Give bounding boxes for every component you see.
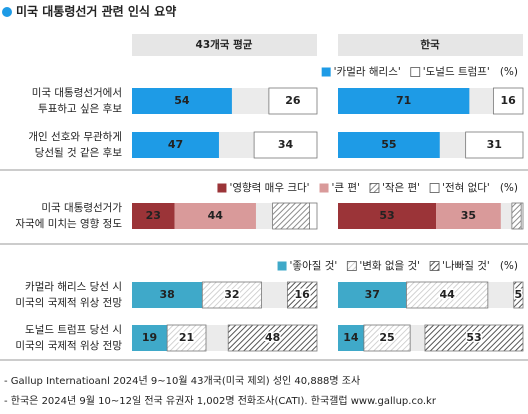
value-label: 55: [381, 138, 396, 151]
bar-segment: [338, 132, 440, 158]
bar-segment: [132, 282, 203, 308]
value-label: 5: [515, 288, 523, 301]
value-label: 14: [343, 331, 359, 344]
note: - 한국은 2024년 9월 10~12일 전국 유권자 1,002명 전화조사…: [4, 395, 437, 407]
bar-segment: [338, 325, 364, 351]
value-label: 44: [208, 209, 224, 222]
bar-segment: [309, 202, 318, 230]
legend-swatch: [217, 183, 227, 193]
legend-swatch: [369, 183, 380, 193]
value-label: 38: [159, 288, 174, 301]
row-label: 자국에 미치는 영향 정도: [15, 218, 122, 230]
row-label: 당선될 것 같은 후보: [35, 147, 123, 159]
value-label: 37: [365, 288, 380, 301]
value-label: 32: [224, 288, 239, 301]
bar-segment: [132, 203, 175, 229]
legend-label: '변화 없을 것': [359, 259, 420, 272]
bar-segment: [286, 281, 318, 309]
bar-segment: [436, 203, 501, 229]
legend-unit: (%): [500, 66, 518, 78]
value-label: 53: [379, 209, 394, 222]
bar-segment: [338, 203, 437, 229]
value-label: 53: [466, 331, 481, 344]
value-label: 34: [278, 138, 294, 151]
bar-segment: [132, 88, 232, 114]
bar-segment: [166, 324, 207, 352]
page-title: 미국 대통령선거 관련 인식 요약: [16, 4, 176, 19]
legend-label: '전혀 없다': [442, 181, 490, 194]
bar-segment: [338, 88, 470, 114]
legend-label: '작은 편': [382, 181, 420, 194]
row-label: 미국 대통령선거가: [41, 202, 122, 214]
bar-segment: [338, 282, 407, 308]
legend-unit: (%): [500, 260, 518, 272]
legend-label: '좋아질 것': [290, 260, 338, 272]
bar-segment: [513, 281, 524, 309]
value-label: 71: [396, 94, 411, 107]
bar-segment: [253, 131, 318, 159]
row-label: 카멀라 해리스 당선 시: [25, 280, 122, 293]
row-label: 미국의 국제적 위상 전망: [15, 296, 122, 309]
value-label: 16: [501, 94, 517, 107]
legend-label: '큰 편': [332, 181, 360, 194]
legend-swatch: [319, 183, 329, 193]
row-label: 투표하고 싶은 후보: [38, 102, 122, 115]
column-header-bg: [132, 34, 317, 56]
legend-unit: (%): [500, 182, 518, 194]
bar-segment: [227, 324, 318, 352]
legend-swatch: [346, 261, 357, 271]
value-label: 21: [179, 331, 194, 344]
legend-swatch: [429, 183, 440, 193]
bar-segment: [201, 281, 262, 309]
column-header: 한국: [420, 38, 440, 51]
legend-swatch: [321, 67, 331, 77]
value-label: 25: [379, 331, 394, 344]
legend-swatch: [429, 261, 440, 271]
bar-segment: [174, 203, 256, 229]
title-bullet: [2, 7, 12, 17]
value-label: 19: [142, 331, 157, 344]
value-label: 16: [295, 288, 311, 301]
value-label: 23: [146, 209, 161, 222]
value-label: 26: [285, 94, 301, 107]
row-label: 미국의 국제적 위상 전망: [15, 339, 122, 352]
bar-segment: [363, 324, 411, 352]
row-label: 미국 대통령선거에서: [32, 87, 122, 99]
value-label: 44: [439, 288, 455, 301]
value-label: 48: [265, 331, 280, 344]
legend-label: '나빠질 것': [442, 260, 490, 272]
value-label: 31: [487, 138, 502, 151]
bar-segment: [406, 281, 489, 309]
row-label: 개인 선호와 무관하게: [28, 130, 122, 143]
legend-label: '영향력 매우 크다': [229, 182, 309, 194]
bar-segment: [492, 87, 524, 115]
legend-label: '도널드 트럼프': [423, 65, 490, 78]
bar-segment: [132, 132, 219, 158]
bar-segment: [465, 131, 524, 159]
bar-segment: [272, 202, 311, 230]
note: - Gallup Internatioanl 2024년 9~10월 43개국(…: [4, 375, 360, 387]
bar-segment: [424, 324, 524, 352]
legend-label: '카멀라 해리스': [334, 65, 401, 78]
bar-segment: [132, 325, 168, 351]
value-label: 47: [168, 138, 183, 151]
value-label: 35: [461, 209, 476, 222]
column-header: 43개국 평균: [196, 38, 253, 51]
row-label: 도널드 트럼프 당선 시: [25, 323, 122, 336]
column-header-bg: [338, 34, 523, 56]
bar-segment: [268, 87, 318, 115]
value-label: 54: [174, 94, 190, 107]
legend-swatch: [277, 261, 287, 271]
legend-swatch: [410, 67, 421, 77]
bar-segment: [511, 202, 522, 230]
